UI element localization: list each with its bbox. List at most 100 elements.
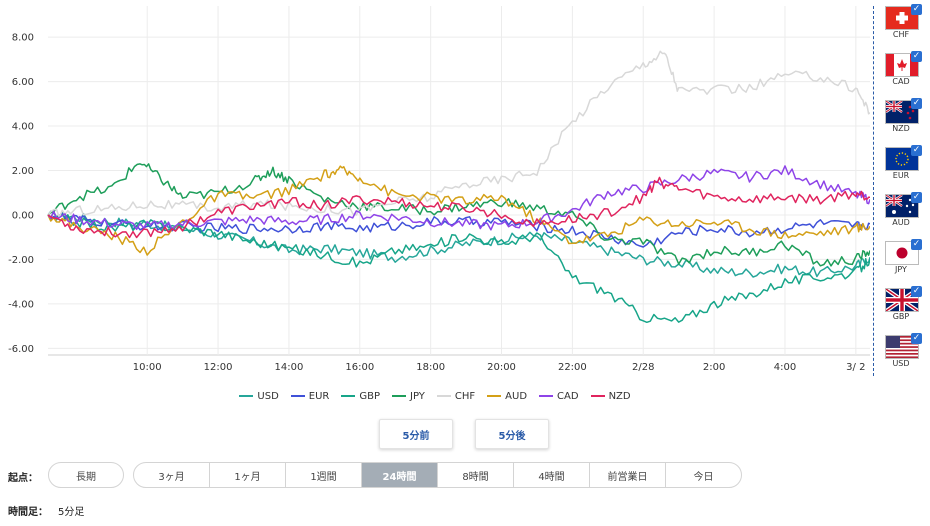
currency-code-label: CHF xyxy=(892,30,910,39)
canada-flag-icon xyxy=(886,54,918,76)
legend-label: AUD xyxy=(505,390,528,402)
japan-flag-icon xyxy=(886,242,918,264)
currency-toggle-nzd[interactable]: ✓ NZD xyxy=(885,98,923,142)
x-tick-label: 2/28 xyxy=(632,362,654,373)
x-tick-label: 2:00 xyxy=(703,362,725,373)
legend-label: GBP xyxy=(359,390,381,402)
interval-label: 時間足： xyxy=(8,507,48,518)
flag-icon xyxy=(885,6,919,30)
x-tick-label: 12:00 xyxy=(204,362,233,373)
range-option[interactable]: 今日 xyxy=(665,462,742,488)
legend-item-usd[interactable]: USD xyxy=(239,391,279,402)
currency-code-label: CAD xyxy=(892,77,910,86)
legend-item-aud[interactable]: AUD xyxy=(487,391,527,402)
legend-label: NZD xyxy=(608,390,631,402)
currency-toggle-jpy[interactable]: ✓ JPY xyxy=(885,239,923,283)
legend-label: EUR xyxy=(308,390,330,402)
range-long-button[interactable]: 長期 xyxy=(48,462,124,488)
currency-toggle-chf[interactable]: ✓ CHF xyxy=(885,4,923,48)
y-tick-label: 0.00 xyxy=(12,210,34,221)
legend-swatch xyxy=(392,395,407,397)
legend-swatch xyxy=(239,395,254,397)
range-option[interactable]: 3ヶ月 xyxy=(133,462,210,488)
range-label: 起点： xyxy=(8,473,38,484)
currency-toggle-gbp[interactable]: ✓ GBP xyxy=(885,286,923,330)
y-tick-label: -6.00 xyxy=(8,344,34,355)
legend-swatch xyxy=(539,395,554,397)
legend-label: CAD xyxy=(557,390,579,402)
uk-flag-icon xyxy=(886,289,918,311)
x-tick-label: 20:00 xyxy=(487,362,516,373)
flag-icon xyxy=(885,288,919,312)
currency-code-label: AUD xyxy=(892,218,910,227)
y-tick-label: 6.00 xyxy=(12,77,34,88)
range-option[interactable]: 1週間 xyxy=(285,462,362,488)
checkbox-checked-icon[interactable]: ✓ xyxy=(911,239,922,250)
x-tick-label: 18:00 xyxy=(416,362,445,373)
legend-label: JPY xyxy=(410,390,425,402)
range-option[interactable]: 8時間 xyxy=(437,462,514,488)
legend-item-jpy[interactable]: JPY xyxy=(392,391,425,402)
currency-code-label: EUR xyxy=(892,171,910,180)
checkbox-checked-icon[interactable]: ✓ xyxy=(911,192,922,203)
x-tick-label: 4:00 xyxy=(774,362,796,373)
flag-icon xyxy=(885,194,919,218)
next-5min-button[interactable]: 5分後 xyxy=(475,419,549,449)
legend-swatch xyxy=(487,395,502,397)
checkbox-checked-icon[interactable]: ✓ xyxy=(911,51,922,62)
currency-code-label: JPY xyxy=(895,265,907,274)
chart-series xyxy=(47,50,870,324)
series-line-gbp xyxy=(47,211,870,324)
flag-icon xyxy=(885,335,919,359)
legend-swatch xyxy=(590,395,605,397)
new-zealand-flag-icon xyxy=(886,101,918,123)
y-tick-label: -2.00 xyxy=(8,255,34,266)
y-tick-label: 8.00 xyxy=(12,33,34,44)
legend-item-chf[interactable]: CHF xyxy=(436,390,476,402)
series-line-eur xyxy=(47,212,870,248)
series-line-cad xyxy=(47,165,870,231)
flag-icon xyxy=(885,147,919,171)
flag-icon xyxy=(885,241,919,265)
flag-icon xyxy=(885,100,919,124)
legend-item-cad[interactable]: CAD xyxy=(539,391,579,402)
currency-toggle-aud[interactable]: ✓ AUD xyxy=(885,192,923,236)
checkbox-checked-icon[interactable]: ✓ xyxy=(911,145,922,156)
line-chart: 8.00 6.00 4.00 2.00 0.00 -2.00 -4.00 -6.00 10:0… xyxy=(8,6,870,373)
legend-label: CHF xyxy=(454,390,476,402)
x-tick-label: 3/ 2 xyxy=(846,362,865,373)
us-flag-icon xyxy=(886,336,918,358)
x-tick-label: 14:00 xyxy=(275,362,304,373)
y-tick-label: 2.00 xyxy=(12,166,34,177)
series-line-jpy xyxy=(47,163,870,267)
range-option[interactable]: 24時間 xyxy=(361,462,438,488)
eu-flag-icon xyxy=(886,148,918,170)
currency-toggle-eur[interactable]: ✓ EUR xyxy=(885,145,923,189)
range-option[interactable]: 前営業日 xyxy=(589,462,666,488)
range-option[interactable]: 4時間 xyxy=(513,462,590,488)
checkbox-checked-icon[interactable]: ✓ xyxy=(911,286,922,297)
currency-flag-panel: ✓ CHF ✓ CAD ✓ NZD ✓ EUR ✓ AUD ✓ JPY ✓ GBP ✓ USD xyxy=(873,4,930,377)
prev-5min-button[interactable]: 5分前 xyxy=(379,419,453,449)
x-tick-label: 10:00 xyxy=(133,362,162,373)
series-line-nzd xyxy=(47,176,870,239)
legend-swatch xyxy=(436,395,451,397)
legend-item-gbp[interactable]: GBP xyxy=(341,391,380,402)
legend-swatch xyxy=(341,395,356,397)
range-option[interactable]: 1ヶ月 xyxy=(209,462,286,488)
flag-icon xyxy=(885,53,919,77)
x-axis: 10:00 12:00 14:00 16:00 18:00 20:00 22:00 2/28 2… xyxy=(133,362,866,373)
checkbox-checked-icon[interactable]: ✓ xyxy=(911,333,922,344)
checkbox-checked-icon[interactable]: ✓ xyxy=(911,98,922,109)
checkbox-checked-icon[interactable]: ✓ xyxy=(911,4,922,15)
currency-toggle-usd[interactable]: ✓ USD xyxy=(885,333,923,377)
legend-item-nzd[interactable]: NZD xyxy=(590,390,631,402)
legend-swatch xyxy=(290,395,305,397)
currency-code-label: GBP xyxy=(892,312,910,321)
x-tick-label: 22:00 xyxy=(558,362,587,373)
x-tick-label: 16:00 xyxy=(345,362,374,373)
series-line-chf xyxy=(47,50,870,219)
currency-toggle-cad[interactable]: ✓ CAD xyxy=(885,51,923,95)
australia-flag-icon xyxy=(886,195,918,217)
legend-item-eur[interactable]: EUR xyxy=(290,390,330,402)
